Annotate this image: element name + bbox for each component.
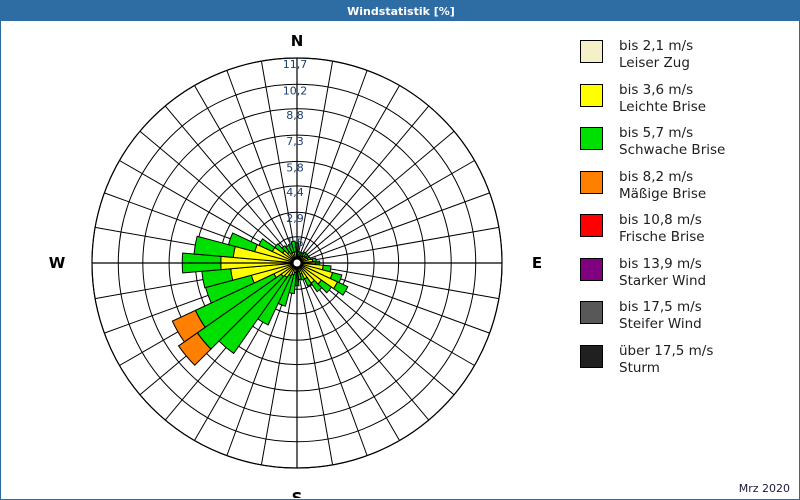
wind-rose-segment xyxy=(171,309,206,343)
compass-label-north: N xyxy=(291,32,304,50)
legend-label-name: Starker Wind xyxy=(619,272,707,289)
legend-label: bis 13,9 m/s Starker Wind xyxy=(619,256,706,291)
legend-label: bis 5,7 m/s Schwache Brise xyxy=(619,125,725,160)
compass-label-west: W xyxy=(49,254,66,272)
grid-spoke xyxy=(260,61,298,264)
legend-label-speed: über 17,5 m/s xyxy=(619,342,714,359)
grid-spoke xyxy=(296,262,400,441)
legend-label: über 17,5 m/s Sturm xyxy=(619,343,713,378)
chart-period-label: Mrz 2020 xyxy=(738,482,790,495)
grid-spoke xyxy=(296,160,475,264)
wind-rose-segment xyxy=(258,238,276,253)
compass-label-east: E xyxy=(532,254,542,272)
legend-label: bis 17,5 m/s Steifer Wind xyxy=(619,299,702,334)
legend-swatch xyxy=(580,301,603,325)
grid-spoke xyxy=(296,105,430,264)
legend-swatch xyxy=(580,344,603,368)
legend-label-speed: bis 10,8 m/s xyxy=(619,212,702,229)
wind-rose-svg: 1,5 2,9 4,4 5,8 7,3 8,8 10,2 11,7 N S W E xyxy=(49,32,542,498)
wind-rose-segment xyxy=(332,281,349,296)
polar-grid-overlay xyxy=(91,57,503,469)
legend-label-name: Steifer Wind xyxy=(619,316,702,333)
radial-tick-label: 1,5 xyxy=(286,237,304,250)
legend-label-name: Leichte Brise xyxy=(619,98,707,115)
legend-label: bis 2,1 m/s Leiser Zug xyxy=(619,38,693,73)
grid-spoke xyxy=(296,70,368,264)
grid-spoke xyxy=(296,262,334,465)
compass-label-south: S xyxy=(292,489,303,498)
grid-spoke xyxy=(296,262,368,456)
legend-item: bis 10,8 m/s Frische Brise xyxy=(580,212,792,247)
wind-rose-segment xyxy=(193,235,236,258)
legend-item: bis 5,7 m/s Schwache Brise xyxy=(580,125,792,160)
legend-label-name: Mäßige Brise xyxy=(619,185,707,202)
grid-spoke xyxy=(164,105,298,264)
wind-rose-segment xyxy=(227,232,258,253)
legend-label-speed: bis 13,9 m/s xyxy=(619,255,702,272)
wind-rose-chart: 1,5 2,9 4,4 5,8 7,3 8,8 10,2 11,7 N S W E xyxy=(2,22,562,498)
legend-label-speed: bis 8,2 m/s xyxy=(619,168,694,185)
legend-item: bis 13,9 m/s Starker Wind xyxy=(580,256,792,291)
legend: bis 2,1 m/s Leiser Zug bis 3,6 m/s Leich… xyxy=(580,38,792,386)
grid-spoke xyxy=(296,85,400,264)
wind-rose-segment xyxy=(290,240,297,253)
legend-label-speed: bis 17,5 m/s xyxy=(619,299,702,316)
radial-tick-label: 5,8 xyxy=(286,161,304,174)
legend-label-name: Frische Brise xyxy=(619,229,705,246)
radial-tick-labels: 1,5 2,9 4,4 5,8 7,3 8,8 10,2 11,7 xyxy=(283,58,308,250)
grid-spoke xyxy=(226,70,298,264)
radial-tick-label: 4,4 xyxy=(286,186,304,199)
window-titlebar: Windstatistik [%] xyxy=(1,1,800,21)
legend-label-speed: bis 2,1 m/s xyxy=(619,38,694,54)
wind-rose-segment xyxy=(281,245,291,255)
radial-tick-label: 11,7 xyxy=(283,58,308,71)
radial-tick-label: 2,9 xyxy=(286,212,304,225)
rose-center-hub xyxy=(292,258,302,268)
legend-swatch xyxy=(580,214,603,238)
grid-spoke xyxy=(296,61,334,264)
wind-rose-segment xyxy=(310,279,323,293)
legend-item: bis 3,6 m/s Leichte Brise xyxy=(580,82,792,117)
legend-label-name: Sturm xyxy=(619,359,660,376)
legend-swatch xyxy=(580,257,603,281)
radial-tick-label: 8,8 xyxy=(286,109,304,122)
grid-spoke xyxy=(260,262,298,465)
wind-rose-segment xyxy=(177,332,212,366)
legend-swatch xyxy=(580,40,603,63)
window-title: Windstatistik [%] xyxy=(347,4,455,18)
legend-item: bis 17,5 m/s Steifer Wind xyxy=(580,299,792,334)
radial-tick-label: 10,2 xyxy=(283,84,308,97)
wind-rose-segment xyxy=(317,279,333,294)
wind-rose-segment xyxy=(299,272,306,281)
legend-label: bis 3,6 m/s Leichte Brise xyxy=(619,82,706,117)
window-content: 1,5 2,9 4,4 5,8 7,3 8,8 10,2 11,7 N S W E bis 2,1 … xyxy=(2,22,798,498)
polar-grid xyxy=(91,57,503,469)
legend-label-speed: bis 5,7 m/s xyxy=(619,125,694,142)
legend-label-name: Leiser Zug xyxy=(619,55,690,72)
grid-spoke xyxy=(296,226,499,264)
legend-item: bis 8,2 m/s Mäßige Brise xyxy=(580,169,792,204)
wind-rose-segment xyxy=(274,243,286,254)
grid-spoke xyxy=(139,130,298,264)
compass-labels: N S W E xyxy=(49,32,542,498)
legend-item: über 17,5 m/s Sturm xyxy=(580,343,792,378)
legend-label: bis 10,8 m/s Frische Brise xyxy=(619,212,705,247)
legend-label-name: Schwache Brise xyxy=(619,142,726,159)
radial-tick-label: 7,3 xyxy=(286,135,304,148)
wind-rose-segment xyxy=(303,276,313,287)
legend-swatch xyxy=(580,127,603,151)
grid-spoke xyxy=(194,85,298,264)
legend-item: bis 2,1 m/s Leiser Zug xyxy=(580,38,792,73)
legend-label-speed: bis 3,6 m/s xyxy=(619,81,694,98)
grid-spoke xyxy=(296,130,455,264)
legend-swatch xyxy=(580,83,603,107)
legend-label: bis 8,2 m/s Mäßige Brise xyxy=(619,169,706,204)
grid-spoke xyxy=(296,192,490,264)
legend-swatch xyxy=(580,170,603,194)
